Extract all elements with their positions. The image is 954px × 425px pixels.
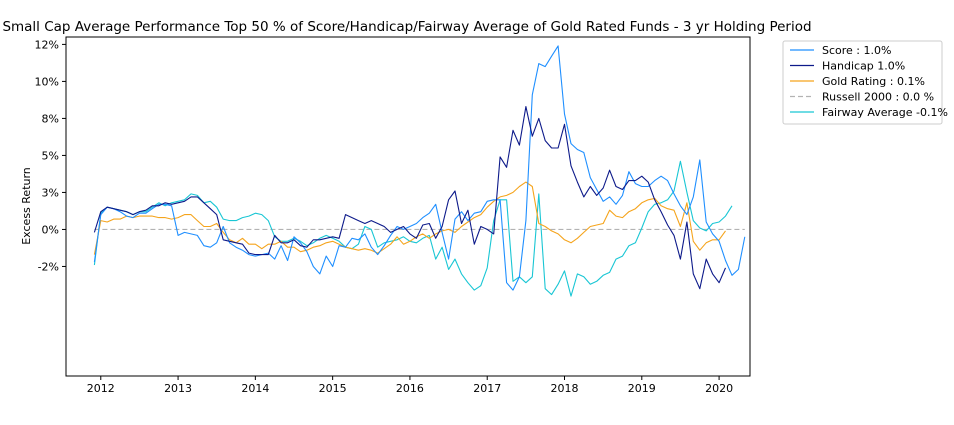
y-tick-label: -2% — [38, 260, 59, 273]
chart-title: Small Cap Average Performance Top 50 % o… — [2, 19, 811, 35]
legend-frame — [782, 40, 943, 125]
y-tick-label: 8% — [42, 112, 59, 125]
x-tick-label: 2018 — [551, 382, 579, 395]
legend-label: Score : 1.0% — [822, 44, 891, 57]
x-axis: 2012 2013 2014 2015 2016 2017 2018 2019 2020 — [87, 376, 733, 395]
legend-label: Fairway Average -0.1% — [822, 106, 948, 119]
x-tick-label: 2013 — [164, 382, 192, 395]
x-tick-label: 2015 — [319, 382, 347, 395]
legend-label: Gold Rating : 0.1% — [822, 75, 925, 88]
y-tick-label: 12% — [35, 38, 59, 51]
y-tick-label: 10% — [35, 75, 59, 88]
x-tick-label: 2012 — [87, 382, 115, 395]
series-line-0 — [93, 45, 746, 291]
x-tick-label: 2019 — [628, 382, 656, 395]
legend-label: Handicap 1.0% — [822, 60, 905, 73]
series-line-1 — [93, 106, 727, 290]
y-axis-label: Excess Return — [20, 167, 33, 245]
y-axis: -2% 0% 3% 5% 8% 10% 12% — [35, 38, 66, 273]
legend-label: Russell 2000 : 0.0 % — [822, 91, 934, 104]
plot-frame — [65, 36, 751, 377]
legend: Score : 1.0% Handicap 1.0% Gold Rating : 0… — [782, 40, 948, 125]
y-tick-label: 3% — [42, 186, 59, 199]
series-layer — [93, 45, 746, 297]
plot-area: 2012 2013 2014 2015 2016 2017 2018 2019 2020 -2%… — [35, 36, 751, 395]
series-line-2 — [93, 181, 726, 255]
y-tick-label: 5% — [42, 149, 59, 162]
x-tick-label: 2020 — [705, 382, 733, 395]
x-tick-label: 2017 — [473, 382, 501, 395]
series-line-4 — [93, 160, 733, 297]
y-tick-label: 0% — [42, 223, 59, 236]
x-tick-label: 2016 — [396, 382, 424, 395]
x-tick-label: 2014 — [241, 382, 269, 395]
